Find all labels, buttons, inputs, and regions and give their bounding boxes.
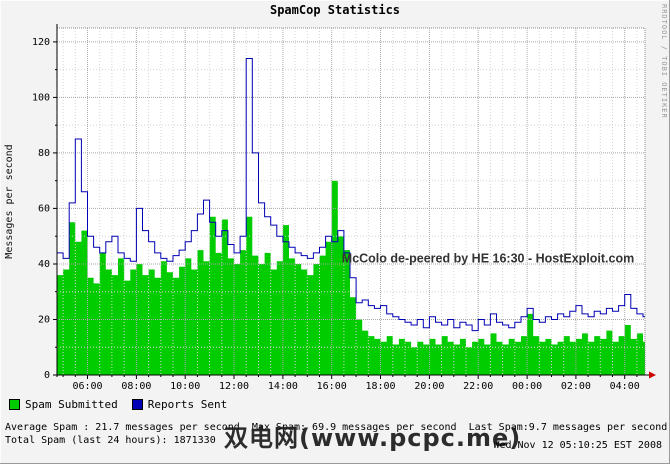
chart-legend: Spam Submitted Reports Sent: [9, 398, 241, 411]
axis-labels: 06:00 08:00 10:00 12:00 14:00 16:00 18:00 20:00…: [32, 37, 640, 392]
stats-line-total: Total Spam (last 24 hours): 1871330: [5, 435, 216, 446]
rrdtool-credit-watermark: RRDTOOL / TOBI OETIKER: [660, 4, 668, 119]
svg-text:80: 80: [38, 148, 50, 159]
spam-submitted-area: [57, 180, 645, 375]
axis-ticks: [53, 41, 638, 379]
svg-text:06:00: 06:00: [72, 381, 102, 392]
svg-text:100: 100: [32, 92, 50, 103]
reports-sent-line: [57, 58, 645, 332]
legend-label-spam-submitted: Spam Submitted: [25, 398, 118, 411]
mccolo-annotation: McColo de-peered by HE 16:30 - HostExplo…: [342, 252, 634, 266]
generation-timestamp: Wed Nov 12 05:10:25 EST 2008: [493, 440, 662, 451]
svg-text:20: 20: [38, 315, 50, 326]
chart-title: SpamCop Statistics: [269, 3, 401, 17]
svg-text:14:00: 14:00: [268, 381, 298, 392]
svg-text:120: 120: [32, 37, 50, 48]
site-watermark: 双电网(www.pcpc.me): [224, 424, 522, 452]
grid-major: [57, 28, 645, 375]
svg-text:22:00: 22:00: [463, 381, 493, 392]
spam-submitted-swatch-icon: [9, 399, 20, 410]
svg-text:12:00: 12:00: [219, 381, 249, 392]
reports-sent-swatch-icon: [131, 399, 143, 410]
legend-label-reports-sent: Reports Sent: [147, 398, 228, 411]
svg-text:16:00: 16:00: [317, 381, 347, 392]
svg-text:08:00: 08:00: [121, 381, 151, 392]
y-axis-title: Messages per second: [4, 144, 15, 258]
stats-line-average-max-last: Average Spam : 21.7 messages per second …: [5, 422, 668, 433]
legend-item-reports-sent: Reports Sent: [131, 398, 228, 411]
svg-text:20:00: 20:00: [414, 381, 444, 392]
legend-item-spam-submitted: Spam Submitted: [9, 398, 118, 411]
svg-text:60: 60: [38, 203, 50, 214]
svg-text:04:00: 04:00: [610, 381, 640, 392]
svg-text:00:00: 00:00: [512, 381, 542, 392]
x-axis-arrow-icon: [649, 371, 656, 379]
svg-text:40: 40: [38, 259, 50, 270]
svg-text:10:00: 10:00: [170, 381, 200, 392]
grid-minor: [57, 28, 645, 375]
svg-text:0: 0: [44, 370, 50, 381]
svg-text:18:00: 18:00: [365, 381, 395, 392]
svg-text:02:00: 02:00: [561, 381, 591, 392]
